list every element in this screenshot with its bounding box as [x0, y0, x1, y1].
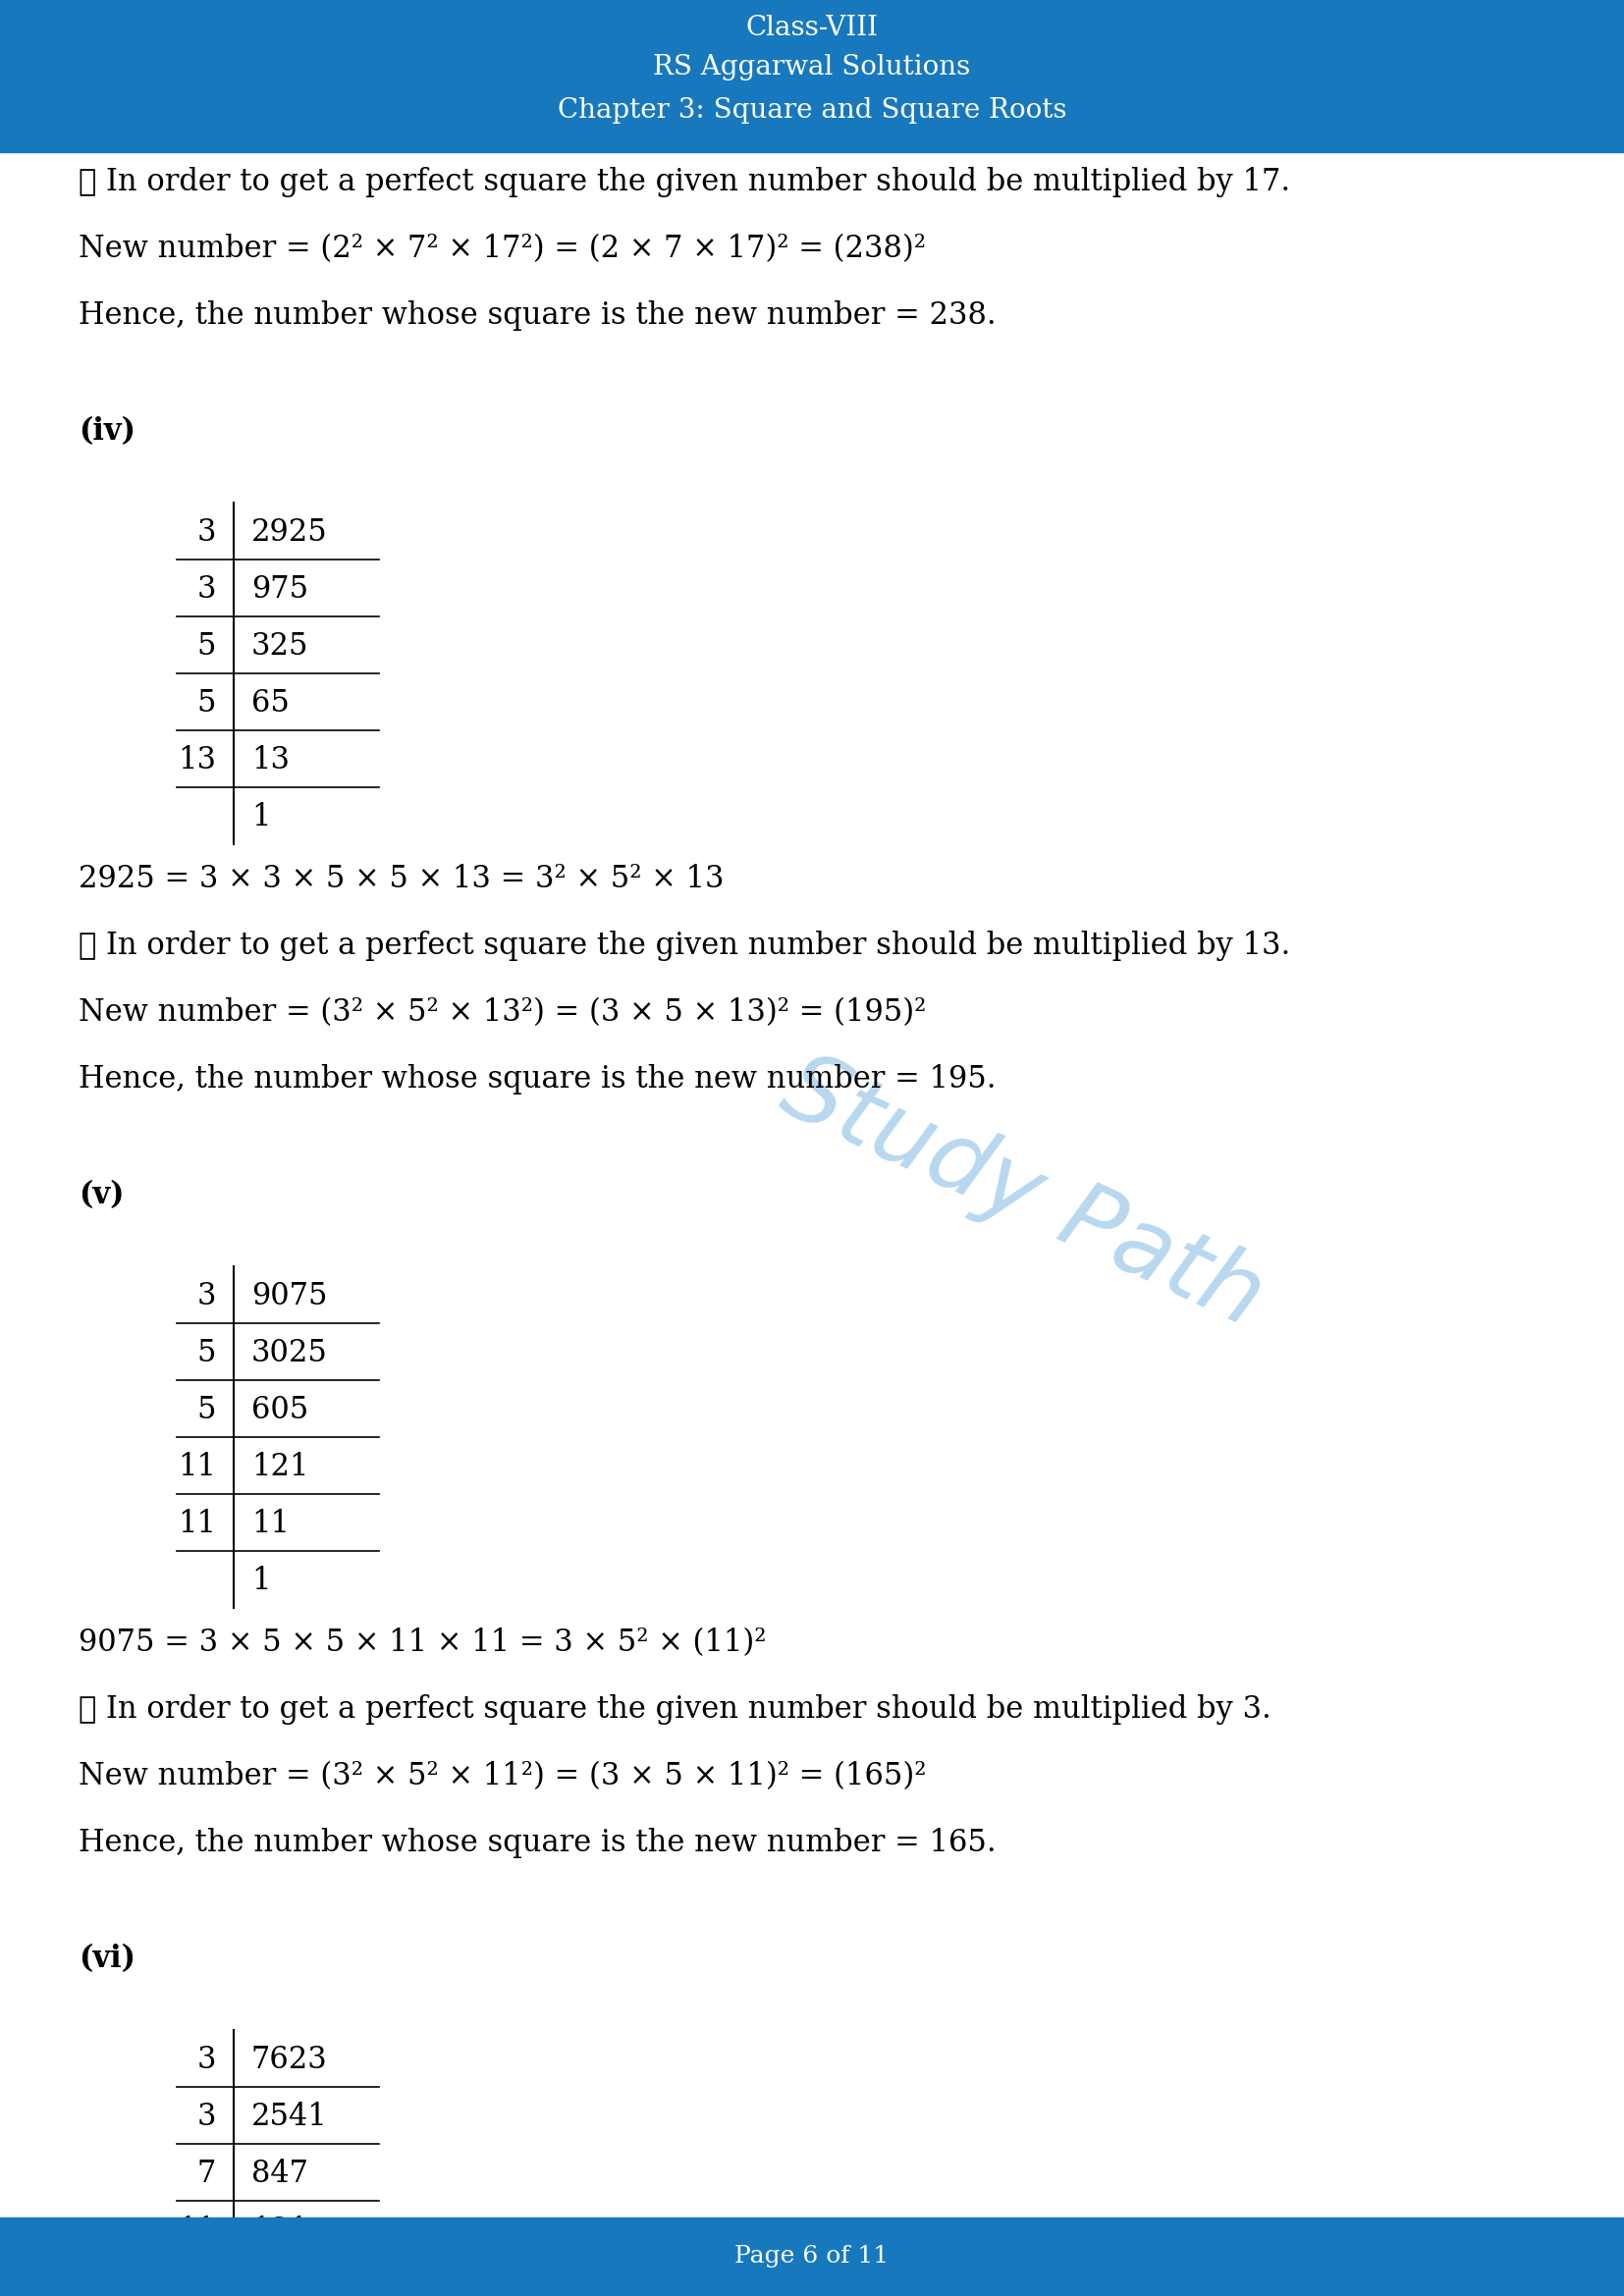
Text: 9075 = 3 × 5 × 5 × 11 × 11 = 3 × 5² × (11)²: 9075 = 3 × 5 × 5 × 11 × 11 = 3 × 5² × (1… — [78, 1628, 767, 1658]
Text: 11: 11 — [177, 2273, 216, 2296]
Text: 121: 121 — [252, 2216, 309, 2245]
Text: 11: 11 — [252, 2273, 289, 2296]
Text: 65: 65 — [252, 689, 289, 719]
Text: Class-VIII: Class-VIII — [745, 14, 879, 41]
Bar — [0, 0, 1624, 152]
Text: (iv): (iv) — [78, 416, 135, 448]
Text: 7623: 7623 — [252, 2043, 328, 2076]
Text: 13: 13 — [177, 744, 216, 776]
Text: Study Path: Study Path — [768, 1042, 1278, 1345]
Text: Page 6 of 11: Page 6 of 11 — [736, 2245, 888, 2268]
Text: 3: 3 — [197, 2043, 216, 2076]
Text: 3: 3 — [197, 517, 216, 546]
Text: 13: 13 — [252, 744, 289, 776]
Text: 5: 5 — [197, 1394, 216, 1426]
Text: 2541: 2541 — [252, 2101, 328, 2131]
Text: 847: 847 — [252, 2158, 309, 2188]
Text: 3025: 3025 — [252, 1339, 328, 1368]
Text: 11: 11 — [177, 1451, 216, 1481]
Text: (vi): (vi) — [78, 1945, 135, 1975]
Text: ∴ In order to get a perfect square the given number should be multiplied by 13.: ∴ In order to get a perfect square the g… — [78, 930, 1291, 962]
Text: 5: 5 — [197, 631, 216, 661]
Text: Hence, the number whose square is the new number = 195.: Hence, the number whose square is the ne… — [78, 1063, 996, 1095]
Text: RS Aggarwal Solutions: RS Aggarwal Solutions — [653, 53, 971, 80]
Text: Chapter 3: Square and Square Roots: Chapter 3: Square and Square Roots — [557, 96, 1067, 124]
Text: 5: 5 — [197, 1339, 216, 1368]
Text: 3: 3 — [197, 1281, 216, 1311]
Text: 605: 605 — [252, 1394, 309, 1426]
Text: 3: 3 — [197, 574, 216, 604]
Text: (v): (v) — [78, 1180, 123, 1210]
Text: Hence, the number whose square is the new number = 165.: Hence, the number whose square is the ne… — [78, 1828, 996, 1857]
Text: 2925 = 3 × 3 × 5 × 5 × 13 = 3² × 5² × 13: 2925 = 3 × 3 × 5 × 5 × 13 = 3² × 5² × 13 — [78, 863, 724, 893]
Text: 5: 5 — [197, 689, 216, 719]
Text: New number = (3² × 5² × 11²) = (3 × 5 × 11)² = (165)²: New number = (3² × 5² × 11²) = (3 × 5 × … — [78, 1761, 926, 1791]
Text: 121: 121 — [252, 1451, 309, 1481]
Text: 1: 1 — [252, 801, 271, 831]
Text: 325: 325 — [252, 631, 309, 661]
Text: New number = (2² × 7² × 17²) = (2 × 7 × 17)² = (238)²: New number = (2² × 7² × 17²) = (2 × 7 × … — [78, 234, 926, 264]
Text: 11: 11 — [252, 1508, 289, 1538]
Text: ∴ In order to get a perfect square the given number should be multiplied by 17.: ∴ In order to get a perfect square the g… — [78, 168, 1291, 197]
Text: 2925: 2925 — [252, 517, 328, 546]
Text: Hence, the number whose square is the new number = 238.: Hence, the number whose square is the ne… — [78, 301, 996, 331]
Text: ∴ In order to get a perfect square the given number should be multiplied by 3.: ∴ In order to get a perfect square the g… — [78, 1694, 1272, 1724]
Text: 7: 7 — [197, 2158, 216, 2188]
Text: New number = (3² × 5² × 13²) = (3 × 5 × 13)² = (195)²: New number = (3² × 5² × 13²) = (3 × 5 × … — [78, 996, 926, 1029]
Bar — [0, 2218, 1624, 2296]
Text: 11: 11 — [177, 1508, 216, 1538]
Text: 9075: 9075 — [252, 1281, 328, 1311]
Text: 1: 1 — [252, 1566, 271, 1596]
Text: 3: 3 — [197, 2101, 216, 2131]
Text: 11: 11 — [177, 2216, 216, 2245]
Text: 975: 975 — [252, 574, 309, 604]
